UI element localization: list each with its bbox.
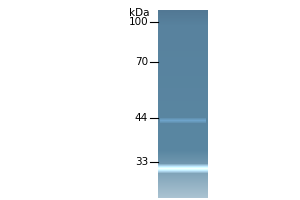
Text: kDa: kDa [130,8,150,18]
Text: 100: 100 [128,17,148,27]
Text: 70: 70 [135,57,148,67]
Text: 44: 44 [135,113,148,123]
Text: 33: 33 [135,157,148,167]
